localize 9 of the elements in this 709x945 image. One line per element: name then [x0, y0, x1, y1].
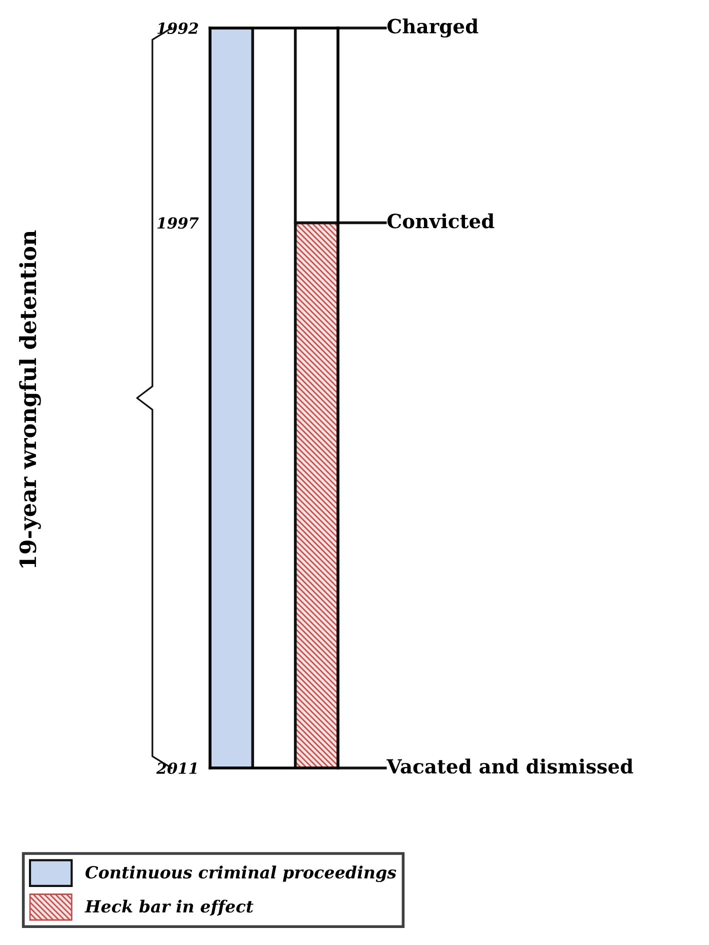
- ref-line-label: Vacated and dismissed: [386, 758, 634, 774]
- y-tick-label: 1997: [157, 217, 199, 229]
- legend-label: Continuous criminal proceedings: [86, 866, 396, 882]
- ref-line-label: Charged: [387, 18, 478, 38]
- ref-line-label: Convicted: [387, 213, 494, 228]
- y-tick-label: 1992: [157, 22, 198, 34]
- y-tick-label: 2011: [156, 762, 196, 774]
- legend-label: Heck bar in effect: [84, 900, 254, 916]
- text: 19-year wrongful detention: [19, 230, 41, 568]
